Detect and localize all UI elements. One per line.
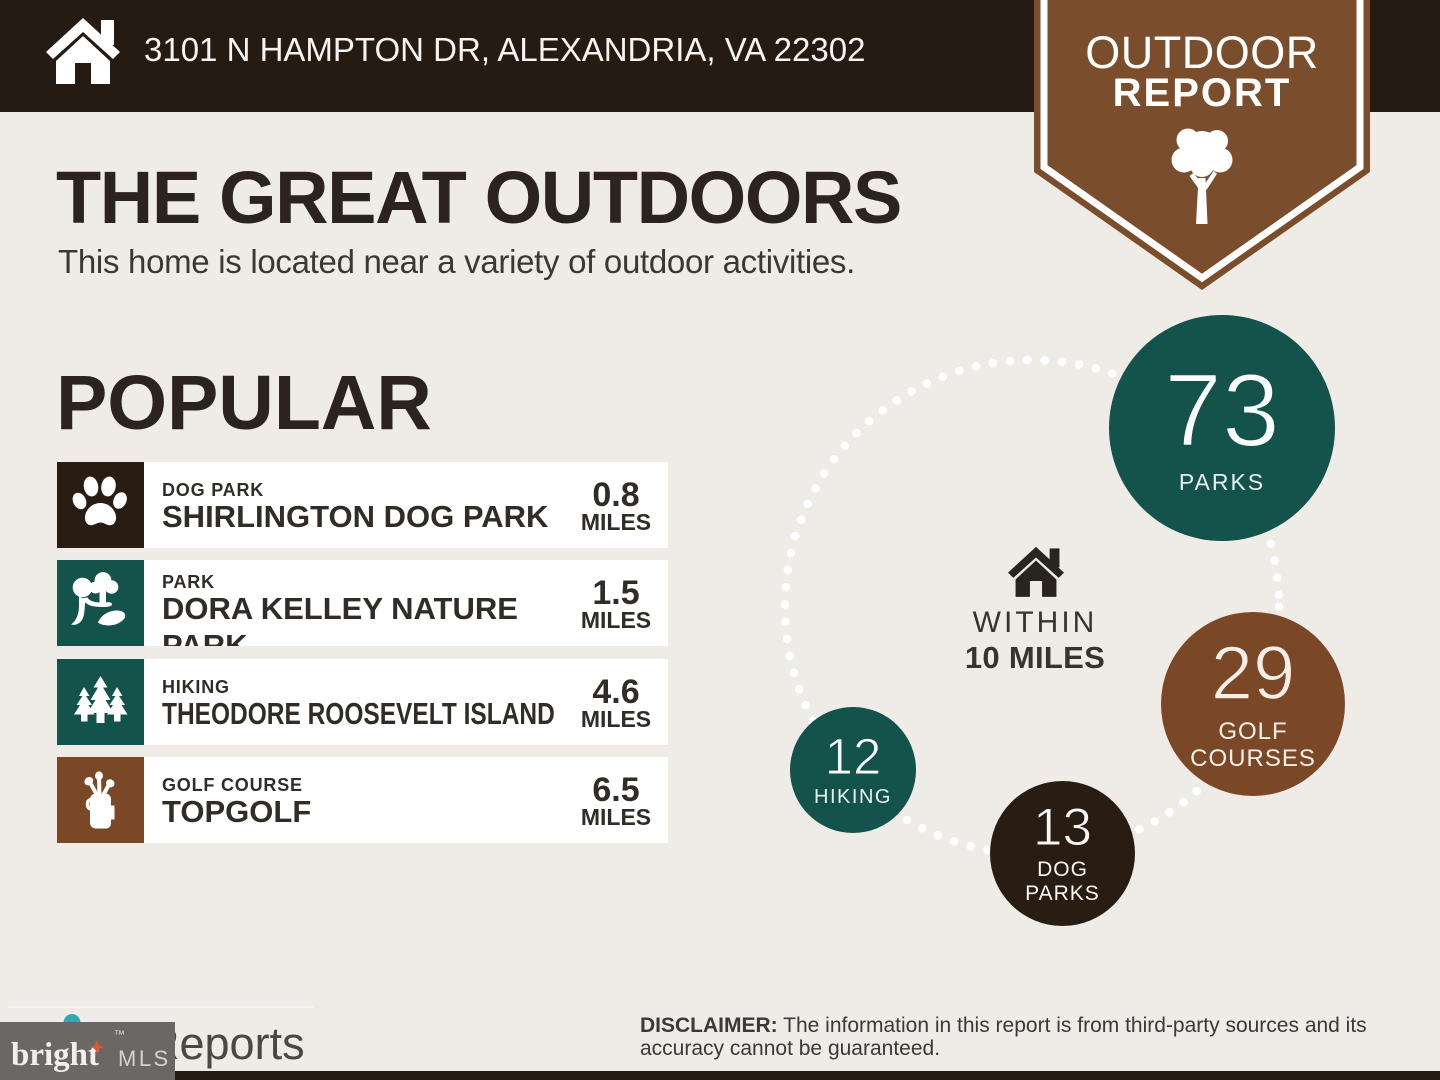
svg-text:OUTDOOR: OUTDOOR bbox=[1085, 27, 1319, 78]
svg-text:REPORT: REPORT bbox=[1113, 71, 1292, 115]
